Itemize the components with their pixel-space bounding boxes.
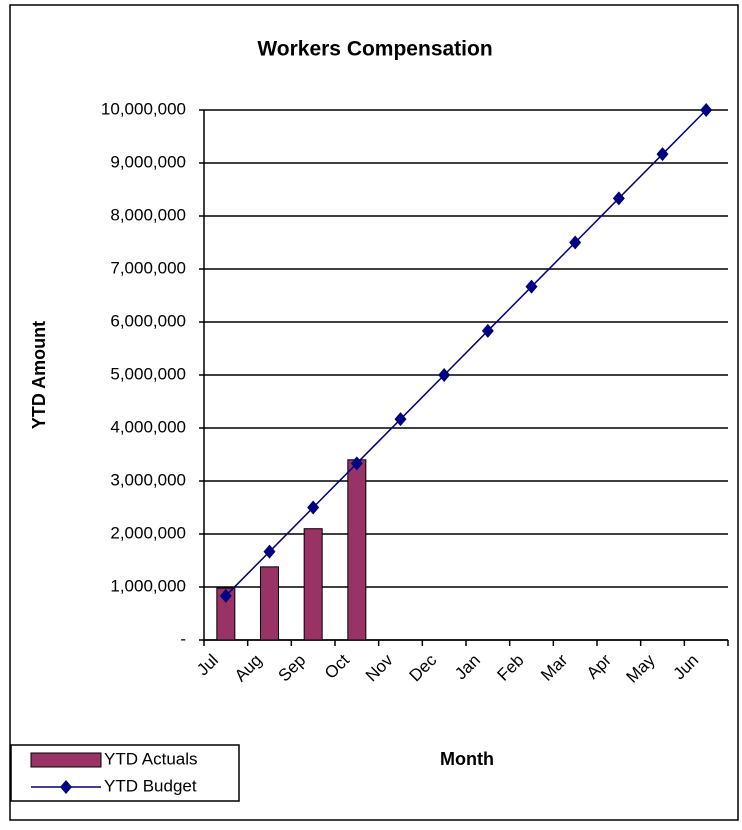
bar — [216, 587, 236, 641]
marker — [219, 588, 232, 603]
y-tick-label: 8,000,000 — [110, 205, 186, 224]
bar — [260, 566, 279, 641]
legend-label: YTD Budget — [104, 776, 197, 795]
legend-label: YTD Actuals — [104, 749, 198, 768]
marker — [307, 500, 320, 515]
marker — [569, 235, 582, 250]
marker — [438, 368, 451, 382]
marker — [656, 147, 669, 162]
marker — [525, 279, 538, 294]
marker — [350, 456, 363, 471]
bar — [303, 528, 323, 641]
line — [225, 109, 707, 597]
bar — [347, 459, 367, 641]
chart-border — [9, 4, 739, 821]
y-tick-label: 4,000,000 — [110, 417, 186, 436]
marker — [394, 412, 407, 427]
marker — [612, 191, 625, 206]
y-tick-label: 10,000,000 — [101, 99, 186, 118]
marker — [700, 103, 713, 117]
y-tick-label: - — [180, 629, 186, 648]
y-tick-label: 2,000,000 — [110, 523, 186, 542]
y-tick-label: 6,000,000 — [110, 311, 186, 330]
y-tick-label: 5,000,000 — [110, 364, 186, 383]
x-axis-title: Month — [440, 749, 494, 769]
y-tick-label: 1,000,000 — [110, 576, 186, 595]
y-tick-label: 9,000,000 — [110, 152, 186, 171]
legend-swatch — [30, 752, 102, 768]
y-tick-label: 7,000,000 — [110, 258, 186, 277]
y-axis-title: YTD Amount — [29, 321, 49, 429]
legend-marker — [60, 780, 72, 794]
marker — [263, 544, 276, 559]
marker — [481, 323, 494, 338]
y-tick-label: 3,000,000 — [110, 470, 186, 489]
chart-title: Workers Compensation — [257, 38, 492, 61]
